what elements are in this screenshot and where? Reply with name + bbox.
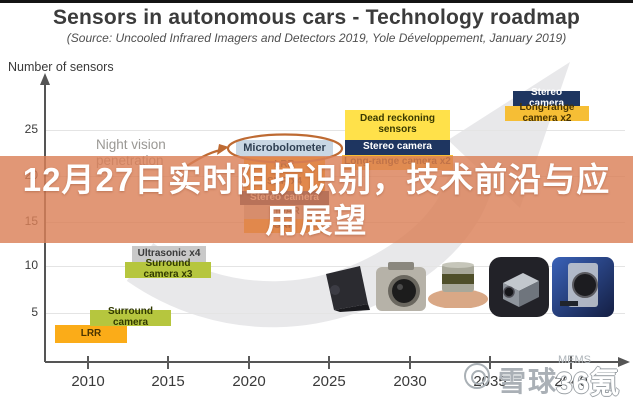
gridline xyxy=(45,130,625,131)
x-tick-label: 2025 xyxy=(312,373,346,390)
camera-3d-render-photo xyxy=(489,257,549,322)
watermark-xueqiu: 雪球 xyxy=(498,366,559,397)
sensor-label: Surround camera xyxy=(90,306,171,328)
overlay-banner: 12月27日实时阻抗识别，技术前沿与应 用展望 xyxy=(0,156,633,243)
sensor-label: Surround camera x3 xyxy=(125,258,211,280)
sensor-label: Dead reckoning sensors xyxy=(345,110,450,140)
radar-sensor-photo xyxy=(320,264,374,317)
chart-source: (Source: Uncooled Infrared Imagers and D… xyxy=(66,31,567,45)
camera-module-photo xyxy=(374,261,428,317)
x-tick-mark xyxy=(570,356,572,369)
x-tick-mark xyxy=(167,356,169,369)
sensor-label: Ultrasonic x4 xyxy=(132,246,206,262)
sensor-label: Stereo camera xyxy=(513,87,580,108)
x-tick-label: 2015 xyxy=(151,373,185,390)
x-tick-mark xyxy=(409,356,411,369)
chart-title: Sensors in autonomous cars - Technology … xyxy=(52,6,581,29)
watermark-mems: MEMS xyxy=(558,354,591,366)
sensor-label: Stereo camera xyxy=(345,140,450,155)
x-tick-label: 2040 xyxy=(554,373,588,390)
x-tick-mark xyxy=(87,356,89,369)
x-tick-mark xyxy=(248,356,250,369)
x-tick-mark xyxy=(328,356,330,369)
watermark: 雪球 MEMS 36氪 xyxy=(458,352,633,400)
xueqiu-logo-icon xyxy=(464,363,490,389)
y-tick-label: 25 xyxy=(24,122,38,136)
sensor-label: LRR xyxy=(55,325,127,343)
sensor-label: Long-range camera x2 xyxy=(505,102,589,123)
x-tick-label: 2020 xyxy=(232,373,266,390)
x-tick-label: 2010 xyxy=(71,373,105,390)
gridline xyxy=(45,313,625,314)
top-border xyxy=(0,0,633,3)
sensor-label: Microbolometer xyxy=(236,140,333,157)
blue-board-sensor-photo xyxy=(552,257,614,322)
y-tick-label: 10 xyxy=(24,258,38,272)
lidar-on-hand-photo xyxy=(427,262,489,313)
y-tick-label: 5 xyxy=(31,305,38,319)
overlay-banner-line1: 12月27日实时阻抗识别，技术前沿与应 xyxy=(22,160,611,198)
y-axis-label: Number of sensors xyxy=(8,60,114,74)
gridline xyxy=(45,266,625,267)
x-tick-mark xyxy=(489,356,491,369)
overlay-banner-line2: 用展望 xyxy=(265,201,368,239)
watermark-36kr: 36氪 xyxy=(556,367,620,400)
x-tick-label: 2030 xyxy=(393,373,427,390)
